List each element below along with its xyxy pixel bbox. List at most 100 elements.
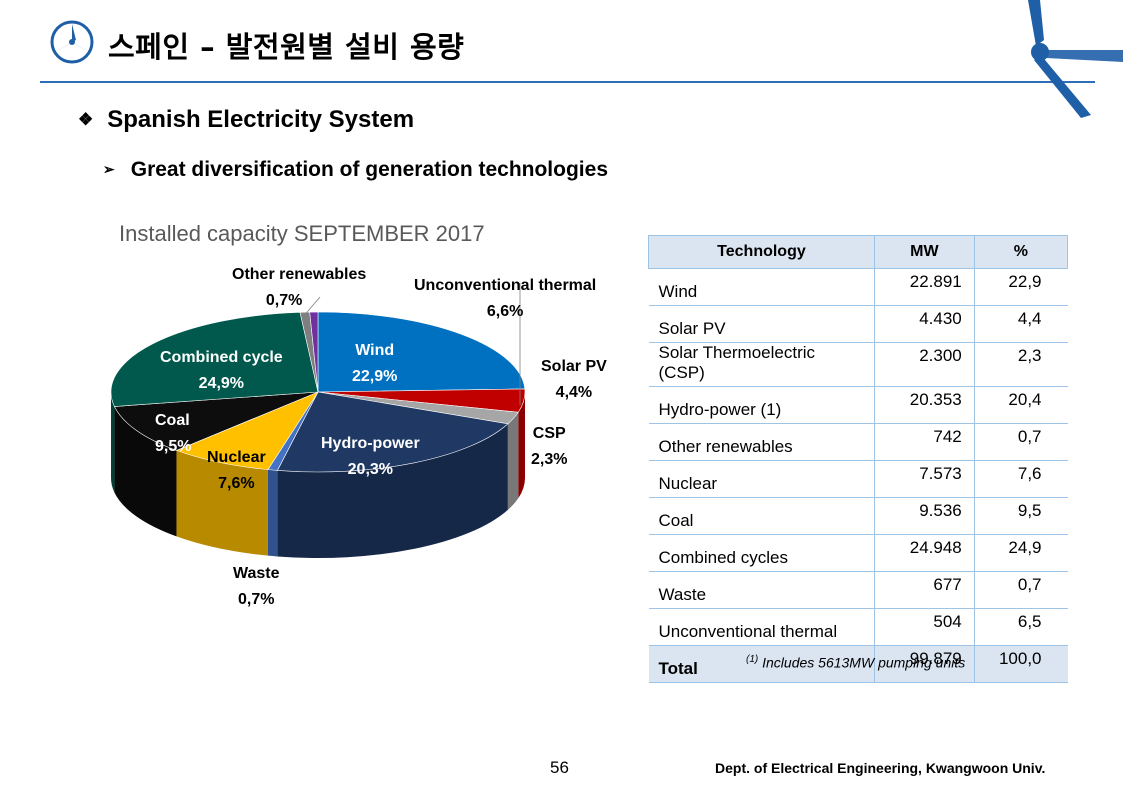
cell-total-pct: 100,0 bbox=[973, 645, 1068, 683]
cell-pct: 7,6 bbox=[973, 460, 1068, 498]
cell-mw: 22.891 bbox=[873, 268, 975, 306]
cell-technology: Solar Thermoelectric (CSP) bbox=[648, 342, 875, 387]
label-coal: Coal 9,5% bbox=[155, 408, 191, 460]
chart-title: Installed capacity SEPTEMBER 2017 bbox=[119, 221, 485, 246]
table-row: Waste 677 0,7 bbox=[648, 571, 1068, 609]
pie-side-hydro-power bbox=[277, 423, 508, 558]
label-solar-pv: Solar PV 4,4% bbox=[541, 354, 607, 406]
page-number: 56 bbox=[550, 758, 569, 777]
capacity-table: Technology MW % Wind 22.891 22,9 Solar PV 4… bbox=[648, 235, 1069, 683]
arrow-bullet-icon: ➢ bbox=[103, 161, 115, 177]
bullet-level2: ➢ Great diversification of generation tec… bbox=[103, 158, 608, 182]
cell-pct: 6,5 bbox=[973, 608, 1068, 646]
cell-mw: 2.300 bbox=[873, 342, 975, 387]
cell-mw: 677 bbox=[873, 571, 975, 609]
leader-line bbox=[301, 296, 321, 319]
label-nuclear-name: Nuclear bbox=[207, 449, 266, 466]
pie-side-nuclear bbox=[176, 450, 268, 556]
cell-total-label: Total bbox=[648, 645, 875, 683]
cell-pct: 2,3 bbox=[973, 342, 1068, 387]
table-row: Other renewables 742 0,7 bbox=[648, 423, 1068, 461]
pie-tops bbox=[110, 311, 526, 473]
label-waste: Waste 0,7% bbox=[233, 561, 280, 613]
label-coal-pct: 9,5% bbox=[155, 438, 192, 455]
label-wind-name: Wind bbox=[355, 342, 395, 359]
label-unconventional-thermal: Unconventional thermal 6,6% bbox=[414, 273, 596, 325]
header-pct: % bbox=[973, 235, 1069, 269]
cell-technology: Unconventional thermal bbox=[648, 608, 875, 646]
cell-mw: 7.573 bbox=[873, 460, 975, 498]
bullet-level2-text: Great diversification of generation tech… bbox=[130, 158, 608, 181]
header-mw: MW bbox=[873, 235, 975, 269]
bullet-level1: ❖ Spanish Electricity System bbox=[78, 106, 414, 134]
cell-technology: Other renewables bbox=[648, 423, 875, 461]
label-other-renewables-pct: 0,7% bbox=[265, 292, 303, 309]
table-row: Nuclear 7.573 7,6 bbox=[648, 460, 1068, 498]
footnote-marker: (1) bbox=[746, 654, 759, 665]
bullet-level1-text: Spanish Electricity System bbox=[107, 106, 415, 133]
label-nuclear: Nuclear 7,6% bbox=[207, 445, 266, 497]
pie-slice-hydro-power bbox=[276, 391, 509, 473]
table-row: Unconventional thermal 504 6,5 bbox=[648, 608, 1068, 646]
cell-technology: Hydro-power (1) bbox=[648, 386, 875, 424]
diamond-bullet-icon: ❖ bbox=[78, 110, 94, 129]
cell-pct: 24,9 bbox=[973, 534, 1068, 572]
pie-side-csp bbox=[507, 412, 519, 510]
label-combined-cycle-name: Combined cycle bbox=[160, 349, 283, 366]
university-logo-icon bbox=[50, 20, 94, 64]
pie-side-waste bbox=[267, 469, 278, 557]
label-wind: Wind 22,9% bbox=[352, 338, 397, 390]
table-row: Hydro-power (1) 20.353 20,4 bbox=[648, 386, 1068, 424]
cell-mw: 742 bbox=[873, 423, 975, 461]
cell-technology: Nuclear bbox=[648, 460, 875, 498]
footnote-text: Includes 5613MW pumping units bbox=[762, 654, 966, 671]
cell-pct: 9,5 bbox=[973, 497, 1068, 535]
pie-slice-coal bbox=[113, 391, 319, 451]
pie-side-solar-pv bbox=[518, 392, 525, 499]
cell-pct: 20,4 bbox=[973, 386, 1068, 424]
label-waste-pct: 0,7% bbox=[238, 591, 275, 608]
label-solar-pv-name: Solar PV bbox=[541, 358, 607, 375]
cell-technology: Coal bbox=[648, 497, 875, 535]
cell-mw: 504 bbox=[873, 608, 975, 646]
label-csp-name: CSP bbox=[532, 425, 566, 442]
page-title: 스페인 – 발전원별 설비 용량 bbox=[108, 30, 465, 64]
cell-total-mw: 99.879 bbox=[873, 645, 975, 683]
label-csp-pct: 2,3% bbox=[531, 451, 568, 468]
table-row: Combined cycles 24.948 24,9 bbox=[648, 534, 1068, 572]
cell-mw: 9.536 bbox=[873, 497, 975, 535]
header-technology: Technology bbox=[648, 235, 875, 269]
cell-pct: 22,9 bbox=[973, 268, 1068, 306]
label-solar-pv-pct: 4,4% bbox=[555, 384, 593, 401]
table-row: Coal 9.536 9,5 bbox=[648, 497, 1068, 535]
pie-slice-combined-cycle bbox=[110, 311, 319, 407]
label-coal-name: Coal bbox=[155, 412, 190, 429]
cell-pct: 0,7 bbox=[973, 571, 1068, 609]
pie-slice-nuclear bbox=[175, 391, 319, 470]
pie-side-coal bbox=[114, 406, 177, 537]
footer-department: Dept. of Electrical Engineering, Kwangwo… bbox=[715, 760, 1046, 776]
cell-mw: 4.430 bbox=[873, 305, 975, 343]
table-header-row: Technology MW % bbox=[648, 235, 1069, 269]
label-wind-pct: 22,9% bbox=[352, 368, 398, 385]
footnote: (1) Includes 5613MW pumping units bbox=[746, 654, 965, 671]
label-unconventional-thermal-name: Unconventional thermal bbox=[414, 277, 597, 294]
table-row: Solar Thermoelectric (CSP) 2.300 2,3 bbox=[648, 342, 1068, 387]
cell-mw: 20.353 bbox=[873, 386, 975, 424]
table-row: Solar PV 4.430 4,4 bbox=[648, 305, 1068, 343]
label-combined-cycle-pct: 24,9% bbox=[198, 375, 245, 392]
label-csp: CSP 2,3% bbox=[531, 421, 567, 473]
cell-pct: 4,4 bbox=[973, 305, 1068, 343]
cell-technology: Solar PV bbox=[648, 305, 875, 343]
label-unconventional-thermal-pct: 6,6% bbox=[486, 303, 524, 320]
cell-pct: 0,7 bbox=[973, 423, 1068, 461]
pie-chart bbox=[110, 283, 526, 558]
label-other-renewables-name: Other renewables bbox=[232, 266, 367, 283]
label-waste-name: Waste bbox=[233, 565, 280, 582]
label-hydro-power-name: Hydro-power bbox=[321, 435, 420, 452]
cell-technology: Waste bbox=[648, 571, 875, 609]
label-hydro-power: Hydro-power 20,3% bbox=[321, 431, 420, 483]
label-other-renewables: Other renewables 0,7% bbox=[232, 262, 366, 314]
pie-side-combined-cycle bbox=[111, 392, 115, 493]
label-combined-cycle: Combined cycle 24,9% bbox=[160, 345, 283, 397]
